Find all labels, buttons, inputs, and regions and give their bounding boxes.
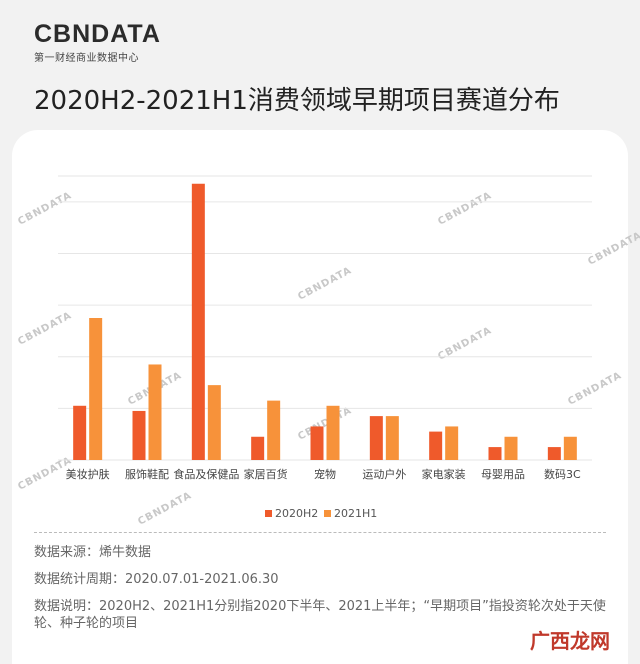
divider [34,532,606,533]
bar-series2 [207,385,221,460]
watermark-text: CBNDATA [16,190,74,228]
bar-series1 [488,447,502,460]
notes: 数据来源：烯牛数据 数据统计周期：2020.07.01-2021.06.30 数… [34,545,624,633]
bar-series2 [445,426,459,460]
category-label: 服饰鞋配 [125,467,169,481]
bar-series1 [251,436,265,460]
category-label: 宠物 [314,467,336,481]
bar-series2 [89,318,103,460]
bars-layer [73,183,577,460]
bar-series2 [148,364,162,460]
note-source: 数据来源：烯牛数据 [34,545,152,560]
category-label: 美妆护肤 [66,467,110,481]
brand-logo: CBNDATA [34,20,161,48]
bar-series1 [191,183,205,460]
watermark-text: CBNDATA [136,490,194,528]
category-label: 母婴用品 [481,468,525,481]
chart-card [12,130,628,664]
legend-label: 2020H2 [275,507,318,520]
watermark-text: CBNDATA [296,405,354,443]
legend-label: 2021H1 [334,507,377,520]
watermark-text: CBNDATA [586,230,640,268]
legend-swatch [324,510,331,517]
brand-subtitle: 第一财经商业数据中心 [34,53,139,64]
legend: 2020H2 2021H1 [265,507,377,520]
category-label: 家电家装 [422,467,466,481]
watermark-text: CBNDATA [436,190,494,228]
category-label: 家居百货 [244,467,288,481]
bar-series1 [73,405,87,460]
category-label: 数码3C [544,468,581,481]
category-label: 食品及保健品 [173,467,239,481]
grid-layer [58,175,592,461]
bar-series2 [504,436,518,460]
bar-series2 [385,416,399,460]
watermark-text: CBNDATA [566,370,624,408]
legend-swatch [265,510,272,517]
category-labels: 美妆护肤 服饰鞋配 食品及保健品 家居百货 宠物 运动户外 家电家装 母婴用品 数码3C [66,467,581,481]
category-label: 运动户外 [362,467,406,481]
bar-series1 [310,426,324,460]
bar-series1 [429,431,443,460]
note-description: 数据说明：2020H2、2021H1分别指2020下半年、2021上半年；“早期… [34,598,606,631]
bar-series1 [547,447,561,460]
watermark-text: CBNDATA [16,310,74,348]
site-watermark: 广西龙网 [530,629,610,653]
chart-title: 2020H2-2021H1消费领域早期项目赛道分布 [34,86,560,116]
bar-series2 [267,400,281,460]
bar-series2 [563,436,577,460]
bar-series2 [326,405,340,460]
note-period: 数据统计周期：2020.07.01-2021.06.30 [34,571,279,587]
bar-series1 [369,416,383,460]
header: CBNDATA 第一财经商业数据中心 2020H2-2021H1消费领域早期项目… [0,0,640,128]
watermark-text: CBNDATA [296,265,354,303]
bar-series1 [132,410,146,460]
